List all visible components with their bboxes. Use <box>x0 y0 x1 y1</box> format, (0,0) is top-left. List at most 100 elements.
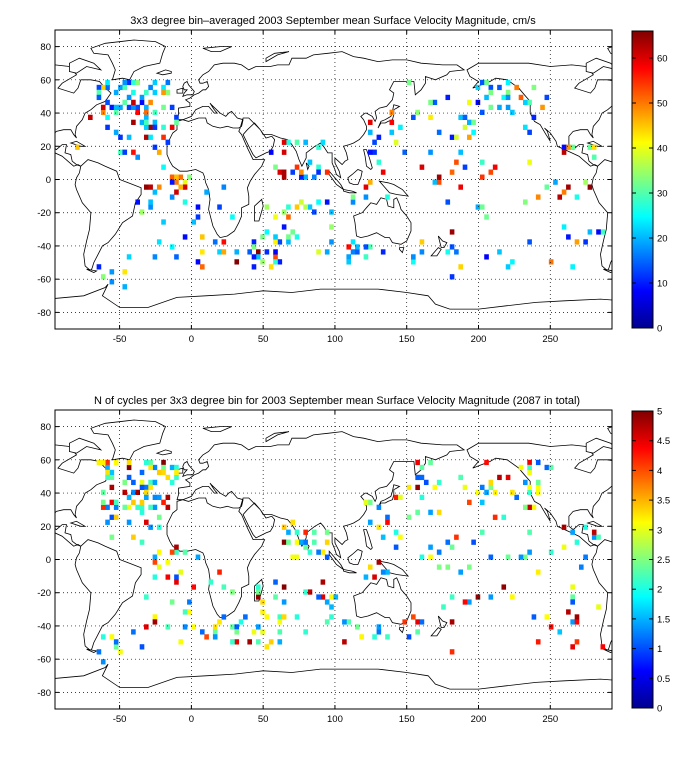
bin-sample-5-1 <box>251 239 257 245</box>
bin-sample-5-19 <box>273 259 278 265</box>
bin-sample-1-9 <box>165 79 171 86</box>
bin-sample-10-10 <box>419 464 425 471</box>
bin-sample-1-1 <box>148 124 153 130</box>
bin-arabian-sea <box>277 169 283 175</box>
colorbar-tick-label: 4 <box>657 466 662 477</box>
cycles-panel: N of cycles per 3x3 degree bin for 2003 … <box>37 395 670 725</box>
bin-sample-2-3 <box>126 519 132 525</box>
bin-sample-10-26 <box>415 109 420 116</box>
bin-sample-11-7 <box>522 554 528 560</box>
bin-sample-1-57 <box>113 499 119 505</box>
coastline-landmass-23 <box>69 57 103 74</box>
x-tick-label: 0 <box>189 714 194 725</box>
coastline-landmass-14 <box>347 549 363 565</box>
bin-sample-10-24 <box>514 84 519 91</box>
coastline-landmass-25 <box>202 46 232 52</box>
bin-sample-8-11 <box>359 634 364 640</box>
bin-sample-7-11 <box>290 519 296 525</box>
bin-sample-1-42 <box>122 84 128 91</box>
bin-sample-8-14 <box>380 249 386 255</box>
bin-sample-8-10 <box>402 619 408 625</box>
bin-sample-1-44 <box>100 499 106 505</box>
bin-sample-1-14 <box>144 89 149 96</box>
bin-sample-19-4 <box>174 174 179 180</box>
bin-sample-8-12 <box>385 634 390 640</box>
bin-sample-9-11 <box>376 524 382 530</box>
bin-sample-7-6 <box>324 554 330 560</box>
bin-sample-3-1 <box>182 179 188 185</box>
x-tick-label: 100 <box>327 714 343 725</box>
coastline-landmass-17 <box>437 235 448 248</box>
bin-sample-8-16 <box>419 239 425 245</box>
bin-sample-5-18 <box>264 644 270 650</box>
bin-sample-1-53 <box>131 99 136 106</box>
bin-sample-2-5 <box>109 514 115 520</box>
bin-sample-8-16 <box>415 629 420 635</box>
bin-sample-1-29 <box>161 104 166 111</box>
bin-sample-5-17 <box>212 634 218 640</box>
bin-sample-11-5 <box>561 544 567 550</box>
bin-sample-9-4 <box>389 109 395 116</box>
bin-sample-2-6 <box>152 144 158 150</box>
bin-sample-8-4 <box>376 629 382 635</box>
bin-sample-7-6 <box>316 164 321 170</box>
bin-sample-8-5 <box>350 249 356 255</box>
colorbar-tick-label: 40 <box>657 144 668 155</box>
bin-sample-18-3 <box>230 214 235 220</box>
bin-sample-10-15 <box>415 484 420 491</box>
bin-sample-8-15 <box>363 244 369 250</box>
bin-sample-1-58 <box>135 79 140 86</box>
coastline-landmass-25 <box>202 426 232 432</box>
coastline-landmass-6 <box>55 283 612 329</box>
bin-sample-6-17 <box>333 594 339 600</box>
bin-sample-11-3 <box>467 564 472 570</box>
coastline-landmass-wrap-1 <box>466 62 612 167</box>
bin-sample-1-5 <box>144 109 149 116</box>
colorbar-tick-label: 3.5 <box>657 496 670 507</box>
bin-sample-1-52 <box>169 104 175 111</box>
bin-sample-5-4 <box>234 639 240 645</box>
cycles-coastlines <box>55 419 612 709</box>
bin-sample-10-13 <box>445 94 451 101</box>
bin-sample-6-17 <box>299 199 304 205</box>
y-tick-label: 20 <box>40 522 51 533</box>
bin-sample-18-4 <box>221 184 227 190</box>
bin-sample-1-46 <box>109 499 115 505</box>
bin-sample-3-5 <box>156 184 162 190</box>
bin-sample-6-9 <box>324 599 330 605</box>
bin-sample-10-11 <box>458 474 463 481</box>
bin-sample-9-1 <box>376 504 382 510</box>
bin-sample-9-4 <box>398 534 403 540</box>
bin-sample-12-13 <box>449 649 455 655</box>
bin-sample-1-11 <box>165 494 171 500</box>
bin-sample-6-4 <box>316 249 321 255</box>
bin-sample-1-20 <box>144 459 149 466</box>
bin-sample-1-30 <box>109 469 115 476</box>
bin-sample-12-7 <box>449 229 455 235</box>
bin-sample-17-6 <box>380 569 386 575</box>
bin-sample-5-19 <box>255 624 261 630</box>
bin-sample-1-42 <box>105 469 110 476</box>
bin-sample-8-3 <box>363 254 369 260</box>
bin-sample-5-8 <box>221 614 227 620</box>
bin-sample-1-56 <box>174 469 179 476</box>
bin-sample-3-12 <box>174 574 179 580</box>
bin-sample-4-11 <box>148 204 153 210</box>
bin-sample-7-10 <box>303 139 308 145</box>
coastline-landmass-19 <box>69 140 87 147</box>
bin-sample-9-10 <box>376 159 382 165</box>
cycles-colorbar-ticks: 5 4.5 4 3.5 3 2.5 2 1.5 1 0.5 0 <box>632 407 670 715</box>
bin-sample-11-8 <box>436 549 442 555</box>
bin-sample-6-24 <box>273 234 278 240</box>
bin-sample-16-4 <box>591 529 597 535</box>
bin-sample-6-23 <box>264 204 270 210</box>
bin-sample-9-9 <box>393 529 399 535</box>
colorbar-tick-label: 1 <box>657 644 662 655</box>
bin-sample-9-2 <box>393 139 399 145</box>
colorbar-tick-label: 30 <box>657 189 668 200</box>
bin-sample-6-23 <box>329 604 334 610</box>
bin-sample-1-61 <box>161 84 166 91</box>
bin-sample-5-2 <box>230 624 235 630</box>
bin-sample-4-11 <box>199 629 205 635</box>
bin-sample-7-12 <box>281 149 287 155</box>
